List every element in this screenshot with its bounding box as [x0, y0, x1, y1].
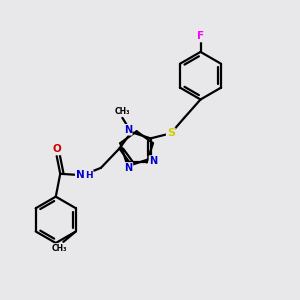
Text: CH₃: CH₃ — [115, 107, 130, 116]
Text: N: N — [76, 170, 85, 180]
Text: S: S — [167, 128, 175, 138]
Text: N: N — [124, 125, 132, 135]
Text: F: F — [197, 32, 204, 41]
Text: H: H — [85, 171, 93, 180]
Text: N: N — [149, 156, 158, 166]
Text: CH₃: CH₃ — [51, 244, 67, 253]
Text: N: N — [124, 163, 132, 173]
Text: O: O — [52, 144, 61, 154]
